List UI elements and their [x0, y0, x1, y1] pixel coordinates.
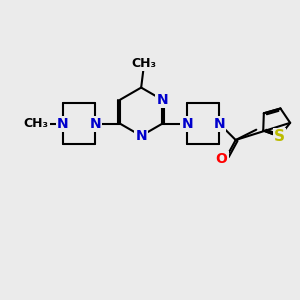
- Text: S: S: [274, 129, 285, 144]
- Text: N: N: [214, 117, 225, 131]
- Text: CH₃: CH₃: [131, 57, 156, 70]
- Text: N: N: [156, 93, 168, 106]
- Text: CH₃: CH₃: [24, 117, 49, 130]
- Text: N: N: [135, 129, 147, 143]
- Text: O: O: [216, 152, 227, 166]
- Text: N: N: [181, 117, 193, 131]
- Text: N: N: [57, 117, 69, 131]
- Text: N: N: [89, 117, 101, 131]
